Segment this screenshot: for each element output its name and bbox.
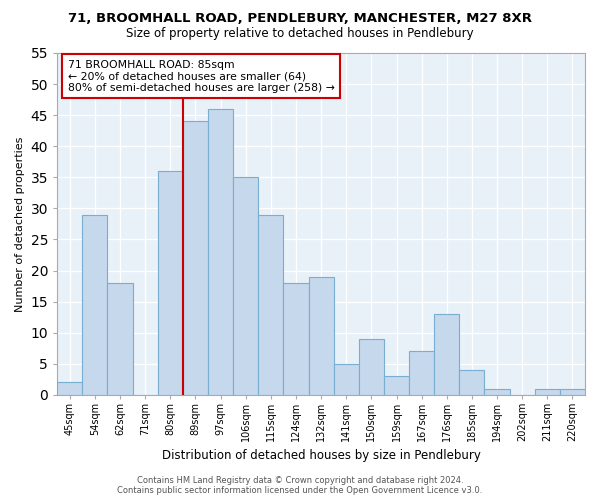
Bar xyxy=(283,283,308,395)
Bar xyxy=(233,178,258,395)
Bar xyxy=(308,277,334,395)
Bar xyxy=(434,314,460,395)
Bar xyxy=(258,214,283,395)
Bar xyxy=(107,283,133,395)
Bar xyxy=(183,122,208,395)
Bar xyxy=(334,364,359,395)
Bar xyxy=(560,388,585,395)
Text: Contains HM Land Registry data © Crown copyright and database right 2024.
Contai: Contains HM Land Registry data © Crown c… xyxy=(118,476,482,495)
Bar xyxy=(535,388,560,395)
Text: 71 BROOMHALL ROAD: 85sqm
← 20% of detached houses are smaller (64)
80% of semi-d: 71 BROOMHALL ROAD: 85sqm ← 20% of detach… xyxy=(68,60,335,93)
X-axis label: Distribution of detached houses by size in Pendlebury: Distribution of detached houses by size … xyxy=(161,450,481,462)
Y-axis label: Number of detached properties: Number of detached properties xyxy=(15,136,25,312)
Text: Size of property relative to detached houses in Pendlebury: Size of property relative to detached ho… xyxy=(126,28,474,40)
Bar xyxy=(208,109,233,395)
Bar xyxy=(82,214,107,395)
Bar xyxy=(409,352,434,395)
Text: 71, BROOMHALL ROAD, PENDLEBURY, MANCHESTER, M27 8XR: 71, BROOMHALL ROAD, PENDLEBURY, MANCHEST… xyxy=(68,12,532,26)
Bar xyxy=(158,171,183,395)
Bar xyxy=(57,382,82,395)
Bar xyxy=(359,339,384,395)
Bar xyxy=(484,388,509,395)
Bar xyxy=(384,376,409,395)
Bar xyxy=(460,370,484,395)
